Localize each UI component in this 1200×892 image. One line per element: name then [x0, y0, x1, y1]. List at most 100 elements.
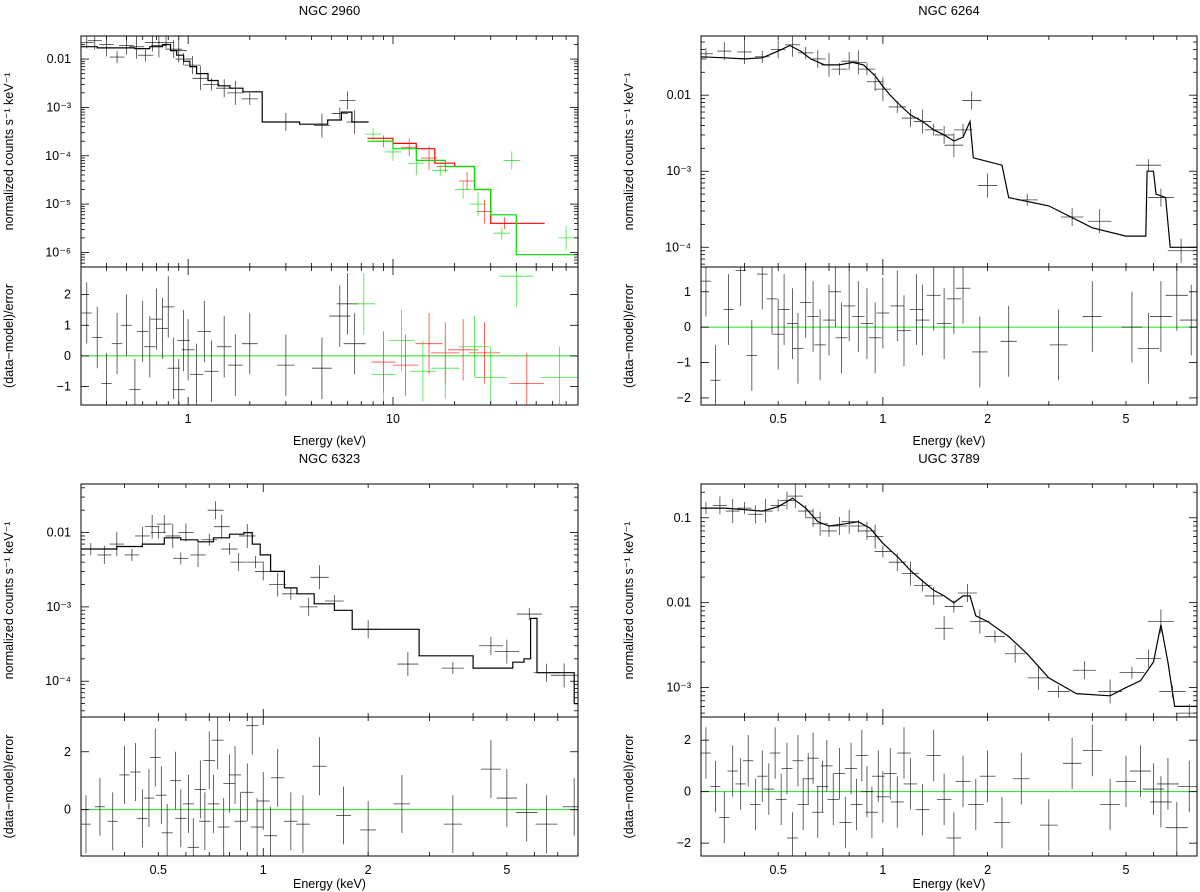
residual-point: [228, 745, 242, 804]
y-axis-label-spectrum: normalized counts s⁻¹ keV⁻¹: [622, 522, 636, 680]
data-point: [128, 36, 145, 59]
residual-tick-label: 1: [64, 318, 71, 332]
data-point: [454, 180, 472, 199]
x-tick-label: 1: [879, 412, 886, 426]
data-point: [841, 52, 858, 71]
data-point: [192, 66, 209, 91]
data-point: [770, 499, 786, 512]
residual-point: [936, 288, 952, 359]
residual-point: [227, 334, 243, 396]
data-point: [493, 227, 511, 240]
residual-point: [1137, 313, 1160, 384]
residual-point: [161, 803, 173, 856]
residual-point: [756, 750, 768, 802]
data-point: [821, 52, 837, 77]
data-point: [358, 620, 378, 639]
data-point: [1016, 193, 1038, 206]
y-tick-label: 10⁻⁵: [45, 197, 71, 211]
data-point: [221, 543, 238, 556]
x-tick-label: 1: [260, 863, 267, 877]
residual-point: [719, 791, 730, 844]
data-point: [432, 164, 449, 177]
residual-tick-label: 2: [64, 288, 71, 302]
data-point: [401, 138, 418, 157]
residual-point: [121, 294, 132, 356]
residual-point: [474, 346, 507, 405]
residual-tick-label: 2: [64, 745, 71, 759]
data-point: [87, 36, 102, 50]
residual-point: [271, 748, 285, 807]
y-tick-label: 10⁻³: [46, 100, 71, 114]
residual-point: [137, 300, 149, 363]
residual-point: [130, 743, 141, 801]
residual-point: [256, 772, 270, 830]
residual-point: [816, 760, 829, 813]
data-point: [1027, 665, 1050, 690]
y-tick-label: 10⁻⁴: [45, 149, 71, 163]
residual-point: [499, 267, 534, 307]
residual-point: [823, 284, 835, 356]
residual-point: [820, 740, 833, 792]
data-point: [934, 125, 954, 144]
residual-point: [946, 267, 962, 335]
residual-point: [137, 789, 148, 848]
residual-point: [843, 270, 856, 342]
data-point: [913, 109, 932, 134]
spectrum-area: [81, 501, 578, 705]
residual-point: [360, 800, 376, 856]
residual-point: [199, 792, 211, 851]
data-point: [254, 562, 272, 581]
residual-point: [802, 753, 814, 805]
residual-point: [812, 786, 824, 838]
residual-point: [1129, 745, 1151, 797]
residual-point: [352, 273, 376, 335]
data-point: [496, 217, 513, 230]
data-point: [1167, 238, 1195, 263]
residual-point: [855, 729, 869, 782]
data-point: [770, 40, 786, 59]
residual-point: [807, 732, 819, 784]
residual-point: [756, 267, 768, 310]
residual-point: [701, 727, 711, 779]
residual-point: [129, 359, 141, 405]
panel-title: UGC 3789: [918, 451, 979, 466]
residual-area: [81, 267, 578, 405]
x-tick-label: 2: [984, 863, 991, 877]
data-point: [156, 515, 172, 534]
residual-point: [459, 316, 490, 378]
data-point: [478, 636, 503, 655]
data-point: [785, 36, 801, 57]
residual-point: [775, 773, 787, 826]
data-point: [397, 652, 419, 677]
residual-point: [750, 778, 761, 831]
residual-point: [946, 812, 962, 856]
residual-point: [197, 300, 212, 363]
data-point: [985, 630, 1005, 643]
residual-point: [392, 334, 419, 396]
data-point: [1119, 666, 1145, 679]
residual-point: [936, 773, 952, 826]
data-point: [725, 499, 740, 524]
data-point: [787, 484, 803, 509]
data-point: [408, 151, 425, 176]
data-point: [913, 579, 932, 592]
data-point: [944, 133, 964, 158]
x-axis-label: Energy (keV): [293, 434, 366, 448]
residual-point: [890, 270, 904, 342]
data-point: [282, 587, 300, 600]
residual-point: [787, 288, 799, 359]
x-tick-label: 10: [386, 412, 400, 426]
residual-point: [415, 313, 443, 375]
data-point: [150, 526, 166, 539]
residual-point: [769, 727, 781, 779]
data-point: [476, 199, 493, 224]
y-axis-label-residuals: (data−model)/error: [2, 735, 16, 839]
residual-point: [833, 747, 846, 800]
spectrum-frame: [700, 483, 1198, 718]
residual-point: [1177, 760, 1197, 813]
residual-point: [897, 727, 911, 779]
residual-point: [1012, 753, 1030, 805]
residual-point: [787, 812, 799, 856]
residual-point: [829, 267, 842, 328]
residual-point: [393, 774, 411, 833]
